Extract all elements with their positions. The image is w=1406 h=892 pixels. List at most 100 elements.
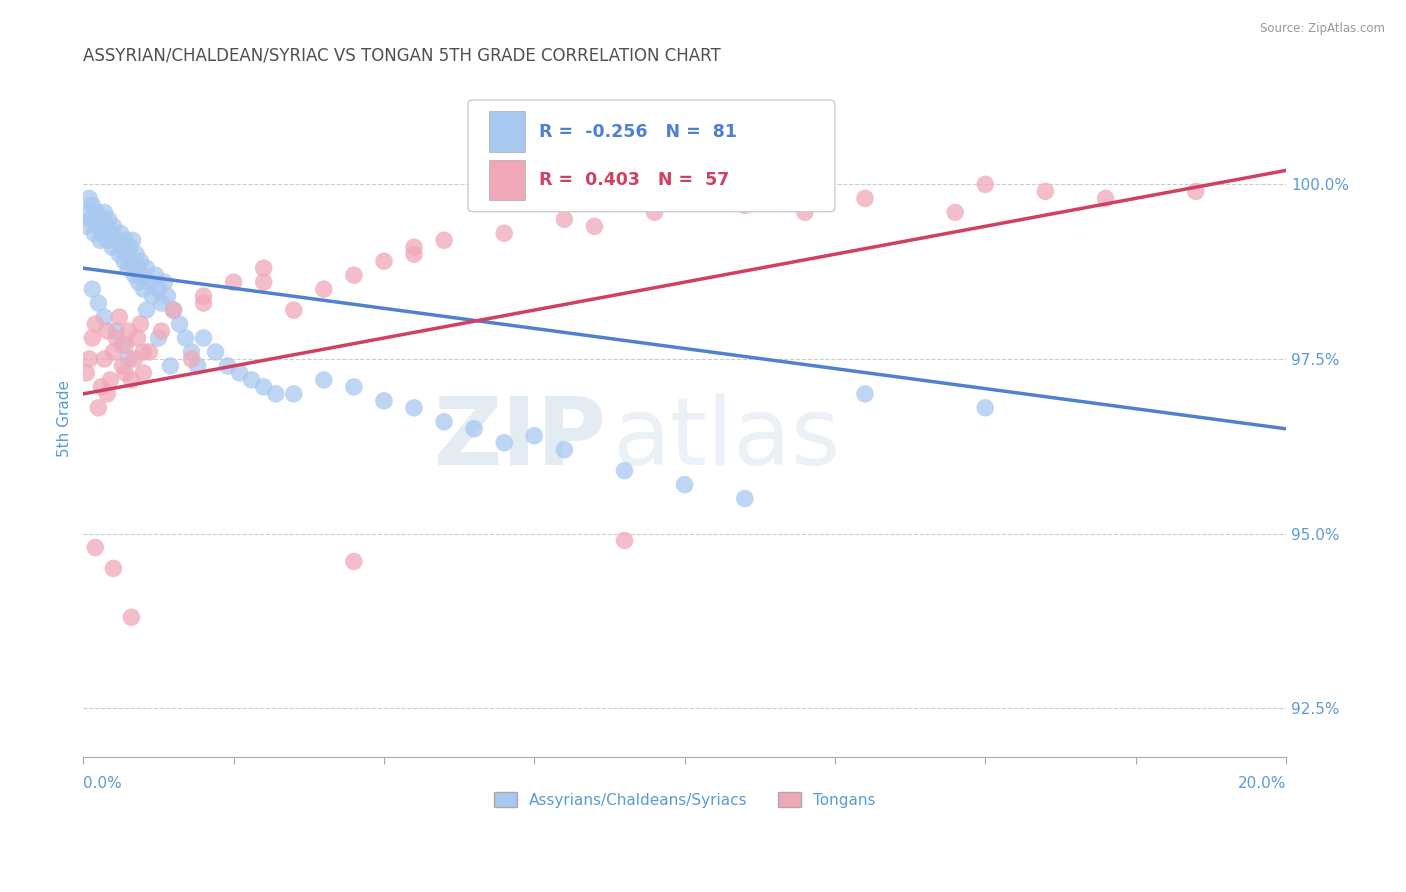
Point [174, 331, 197, 345]
Point [84, 541, 107, 555]
Point [1094, 191, 1116, 205]
Point [853, 387, 876, 401]
Point [583, 219, 606, 234]
Point [312, 373, 335, 387]
Point [283, 303, 305, 318]
Point [75, 219, 97, 234]
Point [93, 205, 115, 219]
Point [108, 247, 131, 261]
Point [83, 227, 105, 241]
Text: 0.0%: 0.0% [83, 777, 122, 791]
Point [1035, 185, 1057, 199]
Point [138, 275, 160, 289]
Point [79, 212, 101, 227]
Point [91, 227, 114, 241]
Point [93, 310, 115, 324]
Point [150, 296, 173, 310]
Point [84, 212, 107, 227]
Point [373, 393, 395, 408]
Point [734, 198, 756, 212]
Point [138, 345, 160, 359]
Point [204, 345, 226, 359]
Point [90, 380, 112, 394]
Point [94, 219, 117, 234]
Point [93, 351, 115, 366]
Point [943, 205, 966, 219]
Point [111, 359, 134, 373]
Point [734, 491, 756, 506]
Point [86, 205, 108, 219]
Point [120, 610, 142, 624]
Point [125, 247, 148, 261]
Point [169, 317, 191, 331]
Point [162, 303, 184, 318]
Point [82, 282, 104, 296]
Point [673, 477, 696, 491]
Text: ZIP: ZIP [433, 392, 606, 484]
Point [117, 261, 139, 276]
Point [553, 442, 575, 457]
Point [1184, 185, 1206, 199]
FancyBboxPatch shape [468, 100, 835, 211]
Point [87, 219, 110, 234]
Text: ASSYRIAN/CHALDEAN/SYRIAC VS TONGAN 5TH GRADE CORRELATION CHART: ASSYRIAN/CHALDEAN/SYRIAC VS TONGAN 5TH G… [83, 46, 721, 64]
Text: atlas: atlas [613, 392, 841, 484]
Point [117, 351, 139, 366]
Point [79, 351, 101, 366]
Point [87, 401, 110, 415]
Point [129, 254, 152, 268]
Point [253, 275, 276, 289]
Point [343, 380, 366, 394]
Point [135, 303, 157, 318]
Point [96, 233, 118, 247]
Point [87, 296, 110, 310]
Point [82, 198, 104, 212]
Point [98, 373, 121, 387]
Point [111, 338, 134, 352]
Point [117, 324, 139, 338]
Point [131, 268, 153, 282]
Legend: Assyrians/Chaldeans/Syriacs, Tongans: Assyrians/Chaldeans/Syriacs, Tongans [488, 786, 882, 814]
Point [103, 561, 125, 575]
Point [343, 554, 366, 568]
Point [402, 247, 425, 261]
Point [105, 324, 128, 338]
Point [264, 387, 287, 401]
Point [120, 373, 142, 387]
Point [96, 324, 118, 338]
Point [613, 464, 636, 478]
Point [124, 351, 146, 366]
Point [105, 233, 128, 247]
Point [127, 331, 149, 345]
Point [159, 359, 181, 373]
Point [132, 282, 155, 296]
Point [312, 282, 335, 296]
Point [127, 261, 149, 276]
Point [148, 331, 170, 345]
Point [79, 191, 101, 205]
Point [135, 261, 157, 276]
Text: 20.0%: 20.0% [1237, 777, 1286, 791]
Text: R =  0.403   N =  57: R = 0.403 N = 57 [538, 171, 730, 189]
Point [114, 338, 136, 352]
Point [124, 268, 146, 282]
Point [523, 429, 546, 443]
Point [193, 289, 215, 303]
Point [120, 240, 142, 254]
Point [97, 212, 120, 227]
Point [187, 359, 209, 373]
Point [553, 212, 575, 227]
Point [132, 345, 155, 359]
Point [228, 366, 250, 380]
Text: Source: ZipAtlas.com: Source: ZipAtlas.com [1260, 22, 1385, 36]
Point [89, 233, 111, 247]
Point [84, 317, 107, 331]
Y-axis label: 5th Grade: 5th Grade [58, 380, 72, 457]
Point [103, 219, 125, 234]
Point [75, 366, 97, 380]
Point [644, 205, 666, 219]
Point [108, 310, 131, 324]
Point [343, 268, 366, 282]
Point [121, 233, 143, 247]
Point [402, 240, 425, 254]
